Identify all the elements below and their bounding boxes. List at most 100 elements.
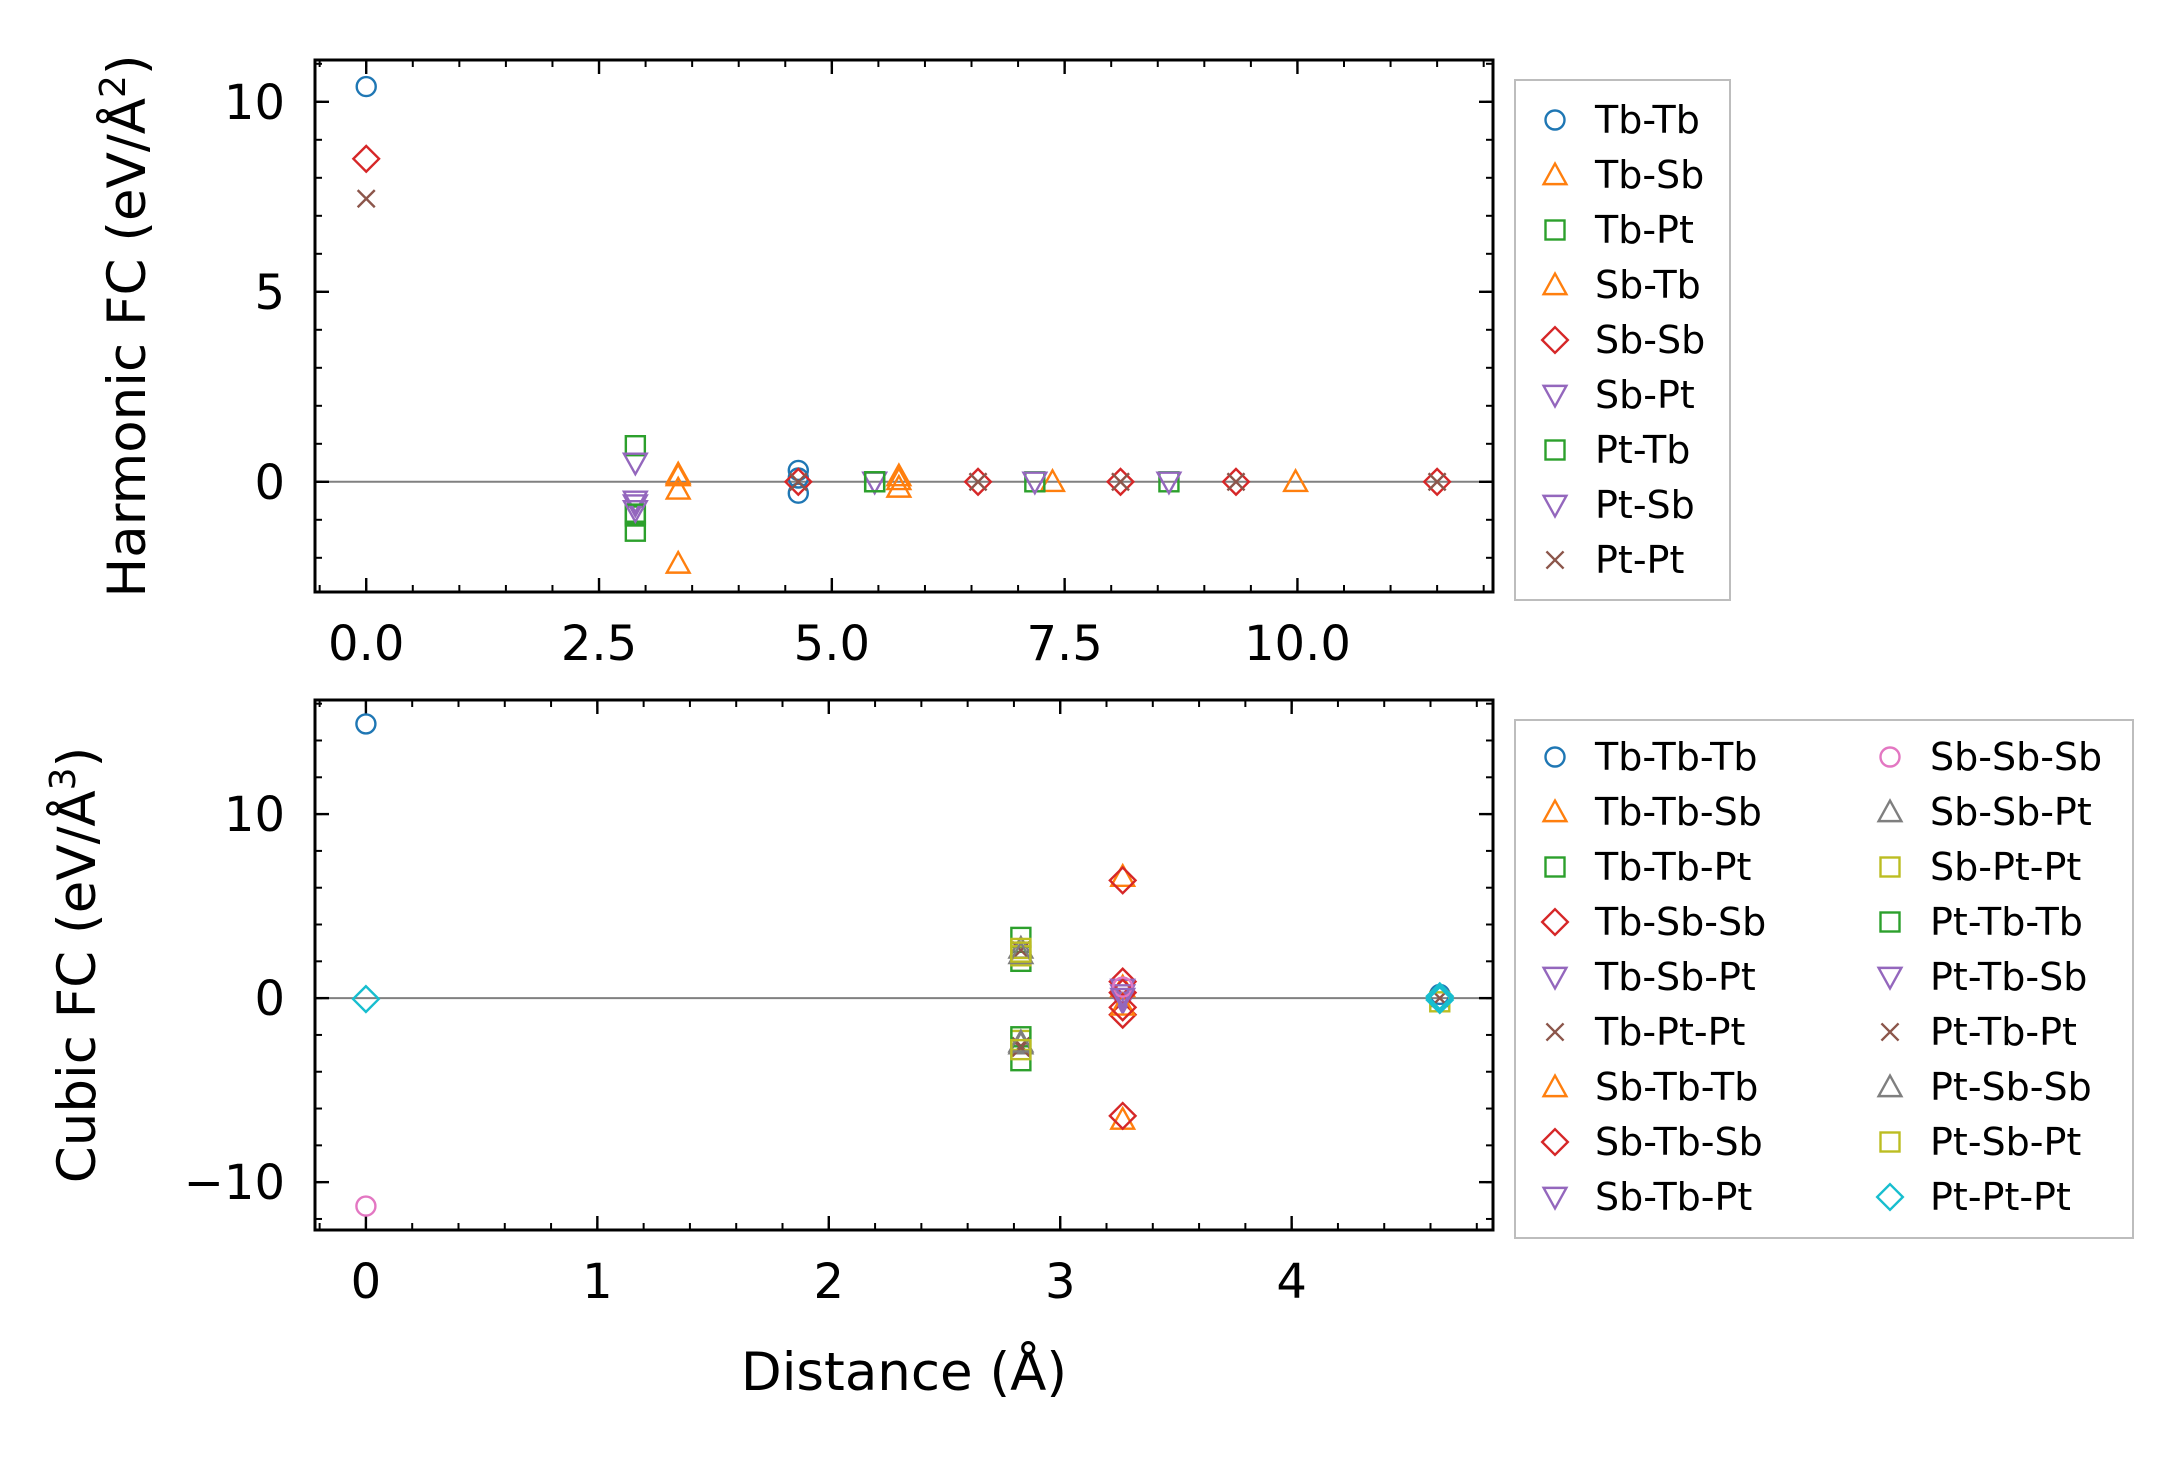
x-tick-label: 2 [814,1254,845,1310]
data-point [1221,467,1251,497]
legend-item: Tb-Tb [1544,98,1700,142]
series-sb-tb-tb [1109,991,1137,1016]
data-point [351,984,381,1014]
y-tick-label: 0 [254,455,285,511]
legend-label: Tb-Tb-Tb [1594,735,1757,779]
legend-marker [1540,907,1570,937]
y-axis-label: Cubic FC (eV/Å3) [43,747,109,1184]
legend-item: Tb-Pt-Pt [1545,1010,1745,1054]
data-point [1021,471,1049,496]
series-tb-tb [355,75,810,504]
data-point [1105,467,1136,497]
x-tick-label: 10.0 [1244,616,1351,672]
legend-item: Pt-Tb-Pt [1880,1010,2077,1054]
x-tick-label: 5.0 [794,616,870,672]
data-point [664,549,692,574]
legend-label: Tb-Sb-Sb [1594,900,1766,944]
legend-item: Sb-Pt-Pt [1879,845,2081,889]
x-tick-label: 1 [582,1254,613,1310]
x-axis-label: Distance (Å) [741,1339,1067,1403]
data-point [664,475,692,500]
x-tick-label: 0 [351,1254,382,1310]
legend-item: Sb-Sb [1540,318,1705,362]
legend-marker [1541,161,1569,186]
legend-marker [1541,384,1569,409]
legend-label: Pt-Tb-Tb [1930,900,2083,944]
data-point [885,473,913,498]
data-point [1425,981,1455,1011]
data-point [355,1195,377,1217]
legend-marker [1540,1127,1570,1157]
legend-item: Pt-Sb-Sb [1876,1065,2092,1109]
legend-marker [1545,550,1565,570]
legend-item: Pt-Pt-Pt [1875,1175,2071,1219]
harmonic-fc-panel: 0.0 2.5 5.0 7.5 10.0 0 5 10 Harmonic FC (eV/Å2) T… [93,54,1731,672]
legend-marker [1541,494,1569,519]
legend-item: Sb-Tb [1541,263,1701,307]
legend-box [1514,79,1731,601]
legend-item: Tb-Tb-Tb [1544,735,1757,779]
legend-item: Tb-Sb-Pt [1541,955,1756,999]
x-tick-label: 0.0 [328,616,404,672]
legend-marker [1875,1182,1905,1212]
series-tb-sb [664,460,1310,574]
series-sb-tb [664,462,913,491]
legend-label: Pt-Pt [1595,538,1684,582]
data-point [1108,1101,1138,1131]
legend: Tb-Tb Tb-Sb Tb-Pt Sb-Tb Sb-Sb Sb-Pt Pt-Tb Pt-Sb… [1514,79,1731,601]
legend-marker [1880,1022,1900,1042]
legend-label: Sb-Sb-Sb [1930,735,2102,779]
legend-item: Tb-Sb-Sb [1540,900,1766,944]
data-point [788,472,808,492]
legend-label: Sb-Tb-Sb [1595,1120,1763,1164]
data-point [783,467,813,497]
data-point [1109,987,1137,1012]
y-tick-label: 10 [224,787,285,843]
data-point [1039,467,1066,493]
legend-item: Pt-Sb [1541,483,1695,527]
legend-label: Sb-Pt-Pt [1930,845,2081,889]
legend-marker [1541,966,1569,991]
legend-marker [1879,911,1901,933]
data-point [885,466,913,491]
legend-marker [1544,439,1566,461]
x-tick-label: 3 [1045,1254,1076,1310]
legend-item: Sb-Sb-Pt [1876,790,2092,834]
legend-marker [1879,856,1901,878]
legend-item: Pt-Sb-Pt [1879,1120,2081,1164]
legend-marker [1879,746,1901,768]
series-sb-sb [351,144,1452,497]
legend-label: Pt-Tb-Sb [1930,955,2087,999]
data-point [1425,985,1455,1015]
legend-marker [1879,1131,1901,1153]
data-point [787,459,810,482]
legend-item: Pt-Pt [1545,538,1684,582]
data-point [1112,976,1134,998]
legend-marker [1876,1073,1904,1098]
legend-label: Tb-Tb-Sb [1594,790,1762,834]
legend-label: Tb-Tb [1594,98,1700,142]
data-point [355,713,377,735]
legend-label: Pt-Sb-Sb [1930,1065,2092,1109]
legend-label: Pt-Tb-Pt [1930,1010,2077,1054]
data-point [1010,941,1032,963]
data-point [664,462,692,487]
series-pt-tb-pt [1011,988,1450,1058]
series-pt-tb-sb [1109,987,1137,1012]
legend-label: Tb-Tb-Pt [1594,845,1751,889]
y-tick-label: 5 [254,265,285,321]
series-tb-tb-tb [355,713,1451,1006]
data-point [1109,991,1137,1016]
legend-label: Sb-Pt [1595,373,1695,417]
legend-item: Pt-Tb [1544,428,1690,472]
data-point [1007,940,1035,965]
data-point [1427,472,1447,492]
legend-item: Tb-Pt [1544,208,1694,252]
legend-label: Sb-Tb-Pt [1595,1175,1752,1219]
legend-item: Sb-Tb-Sb [1540,1120,1763,1164]
legend-label: Sb-Tb [1595,263,1701,307]
data-point [1108,992,1138,1022]
data-point [1425,983,1455,1013]
legend-item: Sb-Tb-Pt [1541,1175,1752,1219]
